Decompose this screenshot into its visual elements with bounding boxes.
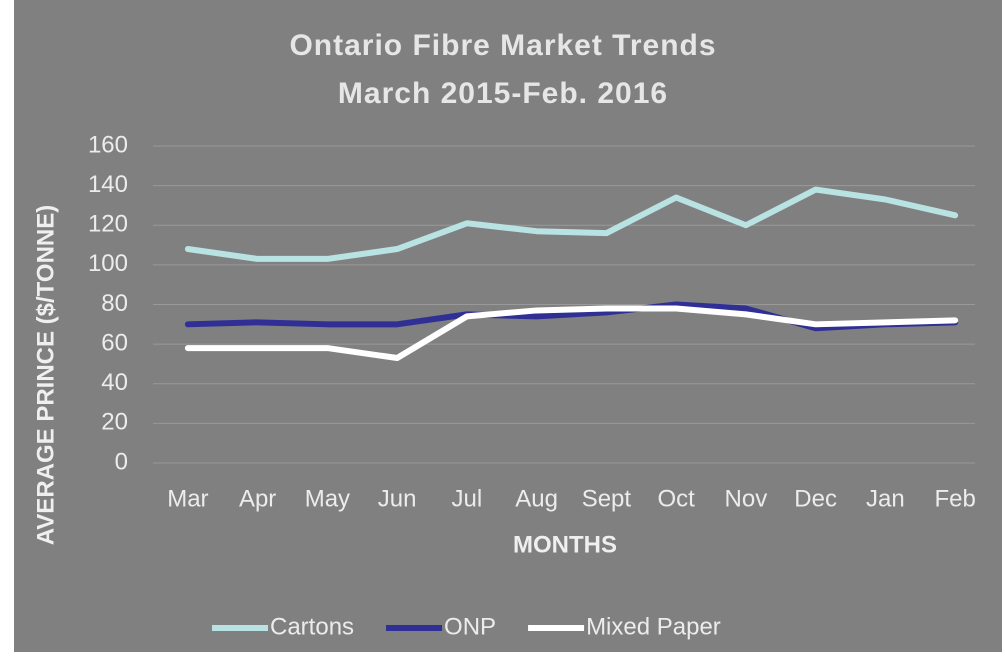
x-tick-label: Mar xyxy=(167,485,208,512)
x-axis-title: MONTHS xyxy=(513,531,617,558)
y-tick-label: 140 xyxy=(88,171,128,198)
y-tick-label: 80 xyxy=(101,290,128,317)
chart-title: Ontario Fibre Market Trends xyxy=(289,29,716,62)
x-tick-label: Oct xyxy=(657,485,695,512)
chart-subtitle: March 2015-Feb. 2016 xyxy=(338,77,668,110)
x-tick-label: Nov xyxy=(725,485,768,512)
legend-label: Cartons xyxy=(270,613,354,640)
y-tick-label: 40 xyxy=(101,369,128,396)
y-tick-label: 120 xyxy=(88,211,128,238)
x-tick-label: Feb xyxy=(934,485,975,512)
x-tick-label: Jan xyxy=(866,485,905,512)
y-tick-label: 100 xyxy=(88,250,128,277)
x-tick-label: May xyxy=(305,485,350,512)
series-line xyxy=(184,301,959,332)
y-tick-label: 160 xyxy=(88,131,128,158)
legend-label: Mixed Paper xyxy=(586,613,721,640)
y-tick-label: 20 xyxy=(101,409,128,436)
x-tick-label: Sept xyxy=(582,485,632,512)
x-tick-label: Dec xyxy=(794,485,837,512)
x-tick-label: Jun xyxy=(378,485,417,512)
y-tick-label: 0 xyxy=(115,448,128,475)
legend-label: ONP xyxy=(444,613,496,640)
x-tick-label: Apr xyxy=(239,485,276,512)
y-tick-label: 60 xyxy=(101,329,128,356)
series-line xyxy=(184,305,959,361)
series-line xyxy=(184,186,959,262)
y-axis-title: AVERAGE PRINCE ($/TONNE) xyxy=(32,205,59,546)
x-tick-label: Jul xyxy=(452,485,483,512)
x-tick-label: Aug xyxy=(515,485,558,512)
